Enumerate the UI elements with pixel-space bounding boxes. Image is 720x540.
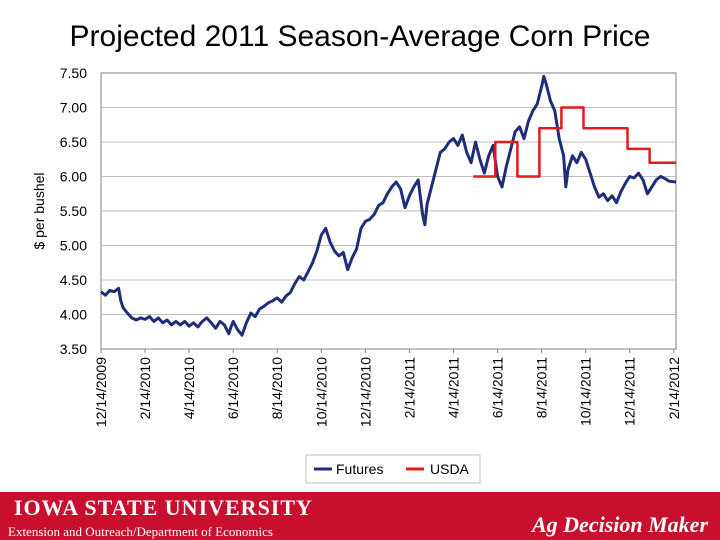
- y-tick-label: 5.50: [60, 203, 87, 219]
- y-tick-label: 5.00: [60, 238, 87, 254]
- x-tick-label: 2/14/2012: [666, 357, 682, 419]
- x-tick-label: 10/14/2010: [313, 357, 329, 427]
- x-tick-label: 2/14/2011: [401, 357, 417, 418]
- y-tick-label: 4.00: [60, 307, 87, 323]
- footer-bar: IOWA STATE UNIVERSITY Extension and Outr…: [0, 492, 720, 540]
- x-tick-label: 12/14/2010: [357, 357, 373, 427]
- y-tick-label: 6.00: [60, 169, 87, 185]
- x-tick-label: 12/14/2009: [93, 357, 109, 427]
- x-tick-label: 6/14/2011: [490, 357, 506, 418]
- price-chart: 3.50 4.00 4.50 5.00 5.50 6.00 6.50 7.00 7.50 12/…: [31, 65, 682, 484]
- x-tick-label: 2/14/2010: [137, 357, 153, 419]
- y-tick-label: 3.50: [60, 341, 87, 357]
- x-tick-label: 4/14/2011: [445, 357, 461, 418]
- x-tick-label: 10/14/2011: [578, 357, 594, 426]
- legend-box: [305, 454, 481, 484]
- chart-legend: Futures USDA: [305, 454, 481, 484]
- x-tick-label: 4/14/2010: [181, 357, 197, 419]
- legend-label-usda: USDA: [430, 461, 470, 477]
- legend-label-futures: Futures: [336, 461, 383, 477]
- y-tick-label: 4.50: [60, 272, 87, 288]
- brand-logo: Ag Decision Maker: [532, 512, 708, 537]
- series-line-usda: [473, 106, 676, 178]
- y-tick-label: 6.50: [60, 134, 87, 150]
- footer-subtitle: Extension and Outreach/Department of Eco…: [8, 524, 273, 539]
- x-tick-label: 12/14/2011: [622, 357, 638, 426]
- y-tick-label: 7.50: [60, 65, 87, 81]
- y-tick-label: 7.00: [60, 100, 87, 116]
- x-tick-label: 8/14/2010: [269, 357, 285, 419]
- series-line-futures: [100, 74, 677, 337]
- page-title: Projected 2011 Season-Average Corn Price: [69, 20, 651, 53]
- university-name: IOWA STATE UNIVERSITY: [14, 495, 313, 520]
- x-tick-label: 8/14/2011: [534, 357, 550, 418]
- x-tick-label: 6/14/2010: [225, 357, 241, 419]
- y-axis-label: $ per bushel: [31, 172, 47, 249]
